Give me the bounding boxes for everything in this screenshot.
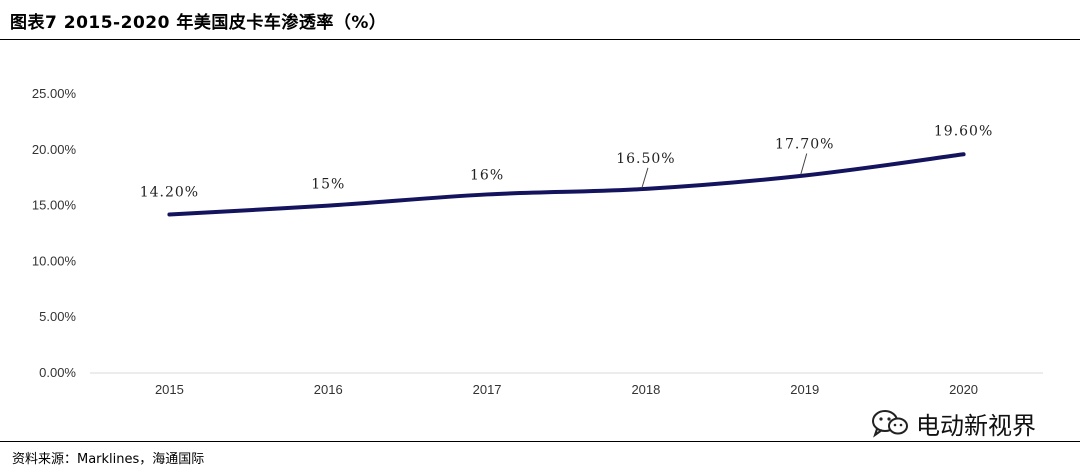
chart-title: 图表7 2015-2020 年美国皮卡车渗透率（%） <box>10 13 387 33</box>
line-chart: 0.00%5.00%10.00%15.00%20.00%25.00% 2015 2… <box>32 86 1043 397</box>
data-label: 16% <box>470 167 504 183</box>
leader-line <box>800 153 808 175</box>
y-tick-labels: 0.00% 5.00% 10.00% 15.00% 20.00% 25.00% <box>32 86 77 380</box>
data-label: 15% <box>311 177 345 193</box>
source-note: 资料来源：Marklines，海通国际 <box>12 452 205 467</box>
x-tick-labels: 2015 2016 2017 2018 2019 2020 <box>155 382 978 397</box>
series-line <box>167 152 966 217</box>
source-rule <box>0 441 1080 442</box>
x-tick-label: 2019 <box>790 382 819 397</box>
title-rule <box>0 39 1080 40</box>
leader-line <box>641 167 649 189</box>
data-label: 19.60% <box>934 123 993 139</box>
data-labels: 14.20% 15% 16% 16.50% 17.70% 19.60% <box>140 123 993 201</box>
watermark-text: 电动新视界 <box>916 411 1036 440</box>
y-tick-label: 25.00% <box>32 86 77 101</box>
x-tick-label: 2015 <box>155 382 184 397</box>
x-tick-label: 2018 <box>631 382 660 397</box>
data-label: 17.70% <box>775 136 834 152</box>
y-tick-label: 10.00% <box>32 253 77 268</box>
wechat-icon <box>872 410 908 438</box>
data-label: 16.50% <box>616 151 675 167</box>
y-tick-label: 5.00% <box>39 309 76 324</box>
x-tick-label: 2016 <box>314 382 343 397</box>
x-tick-label: 2020 <box>949 382 978 397</box>
y-tick-label: 0.00% <box>39 365 76 380</box>
data-label: 14.20% <box>140 185 199 201</box>
y-tick-label: 15.00% <box>32 198 77 213</box>
x-tick-label: 2017 <box>473 382 502 397</box>
y-tick-label: 20.00% <box>32 142 77 157</box>
watermark: 电动新视界 <box>870 407 1036 440</box>
label-leader-lines <box>641 153 808 189</box>
